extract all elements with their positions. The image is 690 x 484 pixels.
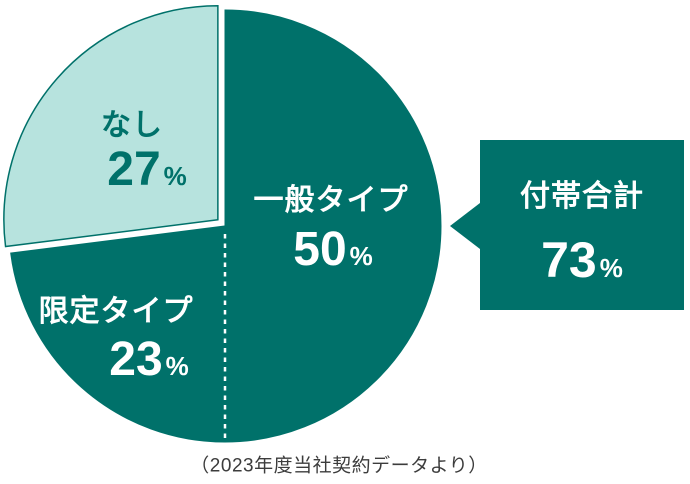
slice-value-ippan-number: 50 [293,223,347,276]
slice-value-gentei-number: 23 [109,333,163,386]
pie-slice-1 [10,225,226,443]
slice-value-nashi-number: 27 [107,143,161,196]
percent-sign: % [165,351,189,381]
callout-arrow-left-icon [450,203,480,249]
source-note: （2023年度当社契約データより） [190,455,488,477]
callout-label: 付帯合計 [520,180,644,213]
slice-value-ippan: 50% [293,226,373,274]
slice-label-gentei: 限定タイプ [38,295,194,328]
callout-value: 73% [541,235,623,285]
slice-label-ippan: 一般タイプ [253,184,409,217]
percent-sign: % [349,241,373,271]
slice-value-gentei: 23% [109,336,189,384]
callout-box-total: 付帯合計 73% [480,140,684,310]
percent-sign: % [599,253,623,283]
pie-slice-0 [224,9,442,443]
slice-value-nashi: 27% [107,146,187,194]
slice-label-nashi: なし [101,109,163,142]
pie-slice-2 [3,4,219,248]
percent-sign: % [163,161,187,191]
callout-value-number: 73 [541,232,597,288]
